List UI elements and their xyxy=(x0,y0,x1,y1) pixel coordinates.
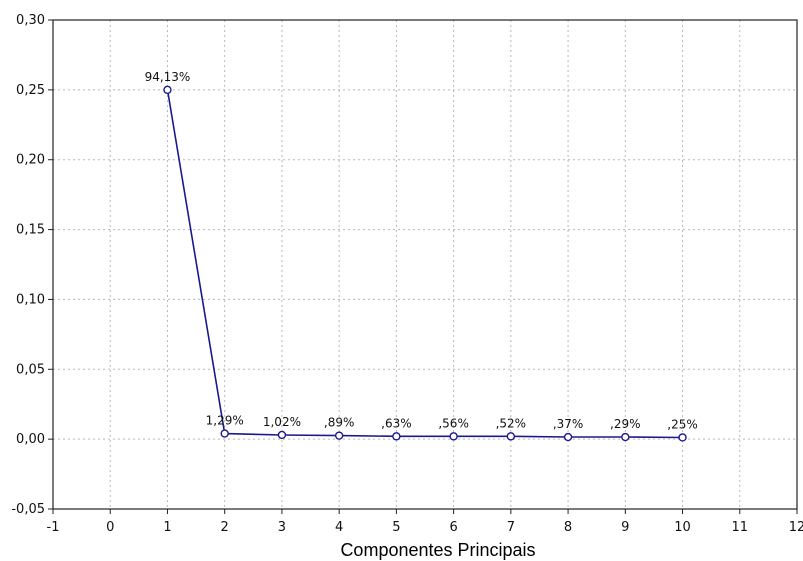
plot-frame xyxy=(52,19,798,510)
x-axis-ticks: -1 0 1 2 3 4 5 6 7 8 9 10 11 12 xyxy=(47,509,803,535)
data-point xyxy=(506,432,516,441)
data-label: ,37% xyxy=(553,417,584,431)
x-axis-label: Componentes Principais xyxy=(340,540,535,560)
y-tick-label: 0,00 xyxy=(16,432,45,447)
x-tick-label: 11 xyxy=(731,520,748,535)
x-tick-label: 1 xyxy=(163,520,171,535)
data-point xyxy=(163,85,172,95)
y-axis-ticks: -0,05 0,00 0,05 0,10 0,15 0,20 0,25 0,30 xyxy=(11,13,53,517)
data-point xyxy=(563,432,573,442)
data-point xyxy=(277,430,287,440)
x-tick-label: -1 xyxy=(47,520,60,535)
data-label: ,29% xyxy=(610,417,641,431)
data-point xyxy=(621,432,630,442)
data-point xyxy=(392,432,401,441)
x-tick-label: 5 xyxy=(392,520,400,535)
data-point xyxy=(678,433,687,442)
y-tick-label: 0,30 xyxy=(16,13,45,28)
data-label: ,89% xyxy=(324,416,355,430)
y-tick-label: 0,25 xyxy=(16,83,45,98)
x-tick-label: 4 xyxy=(335,520,343,535)
x-tick-label: 10 xyxy=(674,520,691,535)
data-labels: 94,13% 1,29% 1,02% ,89% ,63% ,56% ,52% ,37% ,29%… xyxy=(145,70,698,432)
data-label: ,56% xyxy=(438,416,469,430)
data-label: 1,02% xyxy=(263,415,301,429)
y-tick-label: -0,05 xyxy=(11,502,45,517)
x-tick-label: 9 xyxy=(621,520,629,535)
data-point xyxy=(220,429,229,438)
y-tick-label: 0,20 xyxy=(16,153,45,168)
series-layer xyxy=(163,85,687,442)
y-tick-label: 0,15 xyxy=(16,223,45,238)
grid-layer xyxy=(53,20,797,509)
data-point xyxy=(449,432,458,441)
x-tick-label: 0 xyxy=(106,520,114,535)
y-tick-label: 0,10 xyxy=(16,292,45,307)
x-tick-label: 7 xyxy=(507,520,515,535)
x-tick-label: 12 xyxy=(789,520,803,535)
data-label: 94,13% xyxy=(145,70,191,84)
data-label: 1,29% xyxy=(206,414,244,428)
data-label: ,63% xyxy=(381,416,412,430)
data-label: ,52% xyxy=(496,416,527,430)
y-tick-label: 0,05 xyxy=(16,362,45,377)
data-point xyxy=(334,431,344,440)
x-tick-label: 2 xyxy=(221,520,229,535)
x-tick-label: 6 xyxy=(449,520,457,535)
x-tick-label: 8 xyxy=(564,520,572,535)
x-tick-label: 3 xyxy=(278,520,286,535)
data-label: ,25% xyxy=(667,417,698,431)
series-line xyxy=(166,89,683,439)
